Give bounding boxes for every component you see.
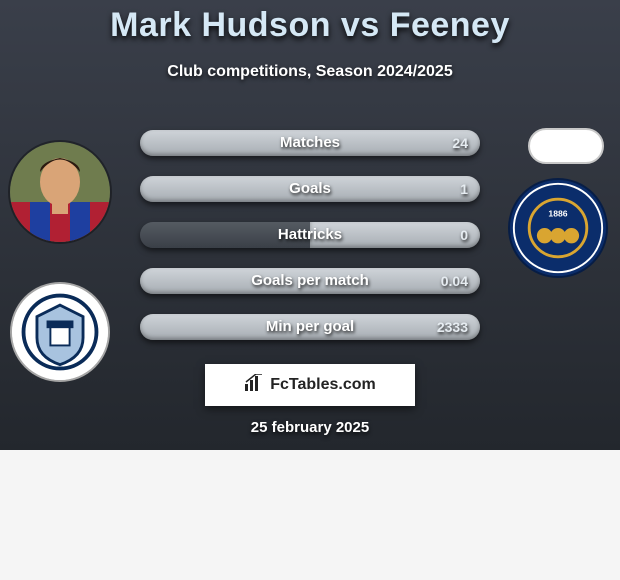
stat-bar-fill [140,176,480,202]
stat-row: Matches24 [140,130,480,156]
stat-row: Goals1 [140,176,480,202]
footer-brand-label: FcTables.com [270,376,376,394]
stat-bar-fill [310,222,480,248]
left-player-avatar [8,140,112,244]
subtitle: Club competitions, Season 2024/2025 [0,63,620,81]
page-title: Mark Hudson vs Feeney [0,0,620,45]
svg-text:1886: 1886 [548,208,567,218]
left-club-badge [10,282,110,382]
comparison-card: Mark Hudson vs Feeney Club competitions,… [0,0,620,450]
footer-date: 25 february 2025 [0,419,620,436]
chart-icon [244,374,264,397]
right-player-avatar [528,128,604,164]
stat-bar-fill [140,268,480,294]
right-club-badge: 1886 [508,178,608,278]
stat-row: Min per goal2333 [140,314,480,340]
stat-bar-fill [140,130,480,156]
stat-row: Hattricks0 [140,222,480,248]
stat-bar-fill [140,314,480,340]
stat-row: Goals per match0.04 [140,268,480,294]
stat-bars: Matches24 Goals1 Hattricks0 Goals per match… [140,130,480,360]
footer-brand[interactable]: FcTables.com [205,364,415,406]
